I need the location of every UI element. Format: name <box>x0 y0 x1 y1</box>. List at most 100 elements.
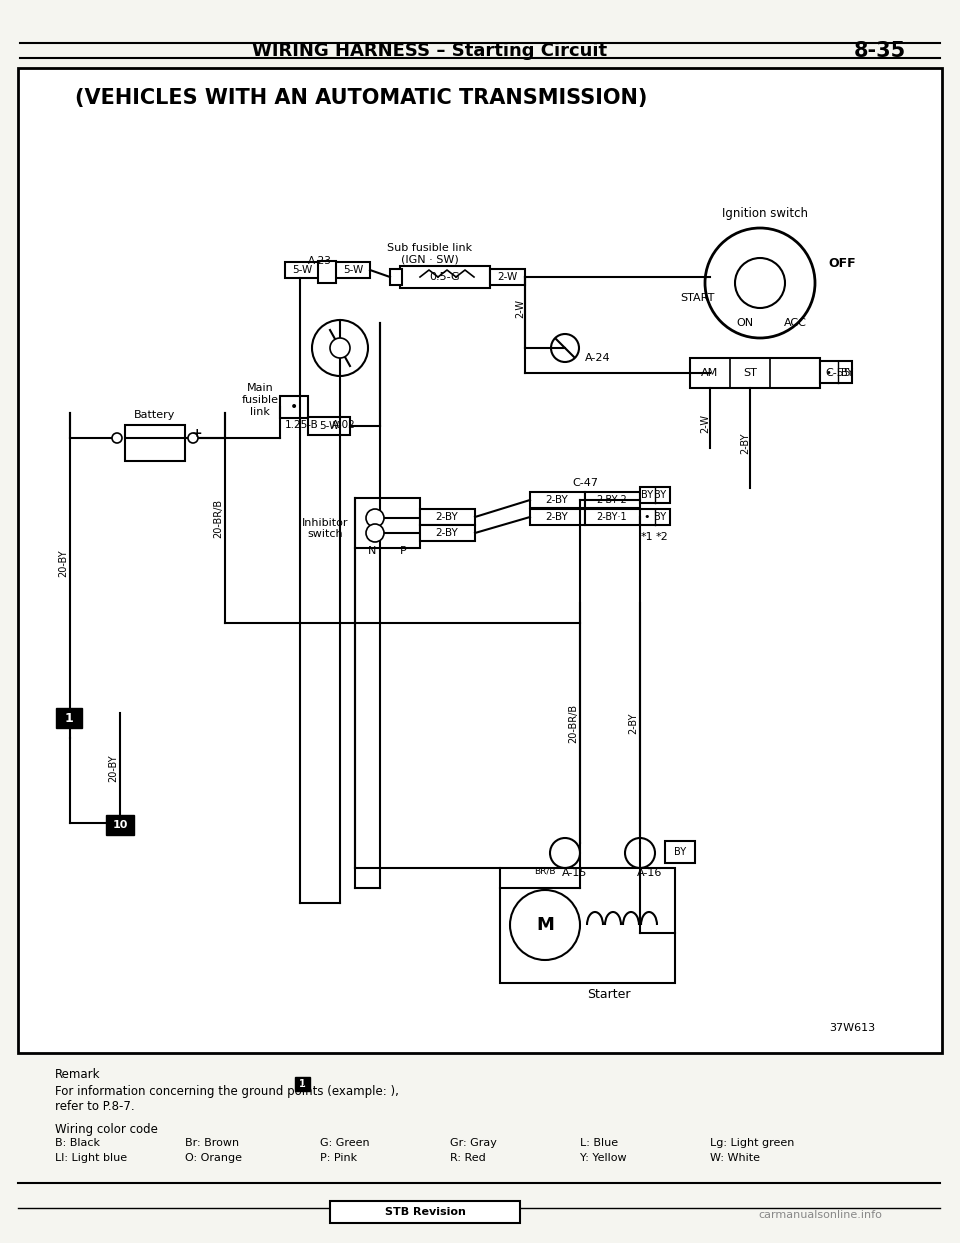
Bar <box>390 268 402 285</box>
Text: ST: ST <box>743 368 756 378</box>
Text: P: P <box>399 546 406 556</box>
Bar <box>125 425 185 461</box>
Text: refer to P.8-7.: refer to P.8-7. <box>55 1100 134 1112</box>
Text: 2-BY·2: 2-BY·2 <box>596 495 628 505</box>
Text: 2-BY: 2-BY <box>545 495 568 505</box>
Text: Ignition switch: Ignition switch <box>722 206 808 220</box>
Text: Battery: Battery <box>134 410 176 420</box>
Bar <box>500 868 675 983</box>
Text: G: Green: G: Green <box>320 1139 370 1149</box>
Text: A-02: A-02 <box>332 420 356 430</box>
Bar <box>335 262 370 278</box>
Bar <box>530 508 585 525</box>
Text: Wiring color code: Wiring color code <box>55 1122 157 1136</box>
Text: OFF: OFF <box>828 256 855 270</box>
Text: Starter: Starter <box>587 988 631 1002</box>
Circle shape <box>366 508 384 527</box>
Text: 1: 1 <box>299 1079 305 1089</box>
Bar <box>330 1201 520 1223</box>
Text: 1.25-B: 1.25-B <box>285 420 319 430</box>
Text: BY: BY <box>641 490 653 500</box>
Text: 2-BY: 2-BY <box>740 433 750 454</box>
Bar <box>490 268 525 285</box>
Bar <box>318 261 336 283</box>
Text: O: Orange: O: Orange <box>185 1154 242 1163</box>
Text: 8-35: 8-35 <box>853 41 906 61</box>
Text: WIRING HARNESS – Starting Circuit: WIRING HARNESS – Starting Circuit <box>252 42 608 60</box>
Bar <box>585 492 640 508</box>
Text: *1: *1 <box>640 532 654 542</box>
Text: +: + <box>192 426 203 440</box>
Circle shape <box>705 227 815 338</box>
Text: C-47: C-47 <box>572 479 598 488</box>
Text: Sub fusible link: Sub fusible link <box>388 242 472 254</box>
Text: BR/B: BR/B <box>535 866 556 875</box>
Text: ON: ON <box>736 318 754 328</box>
Text: BY: BY <box>841 368 853 378</box>
Bar <box>585 508 640 525</box>
Text: BY: BY <box>654 512 666 522</box>
Bar <box>280 397 308 418</box>
Text: A-15: A-15 <box>563 868 588 878</box>
Text: W: White: W: White <box>710 1154 760 1163</box>
Text: R: Red: R: Red <box>450 1154 486 1163</box>
Text: •: • <box>825 368 831 378</box>
Bar <box>295 1076 310 1091</box>
Text: START: START <box>680 293 714 303</box>
Bar <box>420 525 475 541</box>
Bar <box>690 358 820 388</box>
Circle shape <box>330 338 350 358</box>
Bar <box>18 68 942 1053</box>
Text: switch: switch <box>307 530 343 539</box>
Bar <box>355 498 420 548</box>
Text: Lg: Light green: Lg: Light green <box>710 1139 794 1149</box>
Text: *2: *2 <box>656 532 668 542</box>
Text: (IGN · SW): (IGN · SW) <box>401 254 459 264</box>
Text: 20-BR/B: 20-BR/B <box>213 498 223 537</box>
Bar <box>400 266 490 288</box>
Text: 10: 10 <box>112 820 128 830</box>
Text: 5-W: 5-W <box>343 265 363 275</box>
Circle shape <box>625 838 655 868</box>
Text: BY: BY <box>654 490 666 500</box>
Text: 1: 1 <box>64 711 73 725</box>
Text: Y: Yellow: Y: Yellow <box>580 1154 627 1163</box>
Bar <box>420 508 475 525</box>
Text: M: M <box>536 916 554 933</box>
Text: P: Pink: P: Pink <box>320 1154 357 1163</box>
Text: fusible: fusible <box>242 395 278 405</box>
Text: Main: Main <box>247 383 274 393</box>
Bar <box>665 842 695 863</box>
Bar <box>106 815 134 835</box>
Bar <box>285 262 320 278</box>
Text: •: • <box>644 512 650 522</box>
Circle shape <box>366 525 384 542</box>
Text: 2-BY: 2-BY <box>545 512 568 522</box>
Text: •: • <box>290 400 299 414</box>
Bar <box>820 360 852 383</box>
Bar <box>640 508 670 525</box>
Text: 0.5-G: 0.5-G <box>430 272 460 282</box>
Text: 2-W: 2-W <box>497 272 517 282</box>
Text: ACC: ACC <box>783 318 806 328</box>
Text: carmanualsonline.info: carmanualsonline.info <box>758 1209 882 1219</box>
Text: Br: Brown: Br: Brown <box>185 1139 239 1149</box>
Text: (VEHICLES WITH AN AUTOMATIC TRANSMISSION): (VEHICLES WITH AN AUTOMATIC TRANSMISSION… <box>75 88 647 108</box>
Text: A-23: A-23 <box>308 256 332 266</box>
Text: Gr: Gray: Gr: Gray <box>450 1139 497 1149</box>
Text: 2-BY·1: 2-BY·1 <box>597 512 627 522</box>
Text: 20-BR/B: 20-BR/B <box>568 704 578 742</box>
Text: 5-W: 5-W <box>319 421 339 431</box>
Text: Remark: Remark <box>55 1068 101 1081</box>
Circle shape <box>510 890 580 960</box>
Text: 20-BY: 20-BY <box>58 549 68 577</box>
Circle shape <box>735 259 785 308</box>
Circle shape <box>551 334 579 362</box>
Circle shape <box>188 433 198 443</box>
Text: 37W613: 37W613 <box>828 1023 875 1033</box>
Bar <box>308 416 350 435</box>
Text: AM: AM <box>702 368 719 378</box>
Circle shape <box>312 319 368 375</box>
Bar <box>56 709 82 728</box>
Bar <box>0 7 960 63</box>
